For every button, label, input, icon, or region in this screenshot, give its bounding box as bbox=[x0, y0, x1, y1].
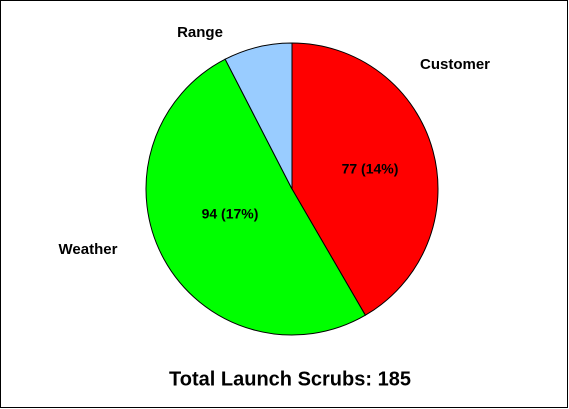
data-label: 77 (14%) bbox=[342, 161, 399, 177]
pie-slice bbox=[291, 42, 439, 316]
slice-label: Weather bbox=[59, 241, 118, 258]
slice-label: Range bbox=[177, 24, 223, 41]
chart-title: Total Launch Scrubs: 185 bbox=[169, 368, 411, 390]
data-label: 94 (17%) bbox=[202, 206, 259, 222]
pie-slice bbox=[224, 42, 293, 190]
slice-label: Customer bbox=[420, 56, 490, 73]
pie-slice bbox=[145, 58, 367, 336]
